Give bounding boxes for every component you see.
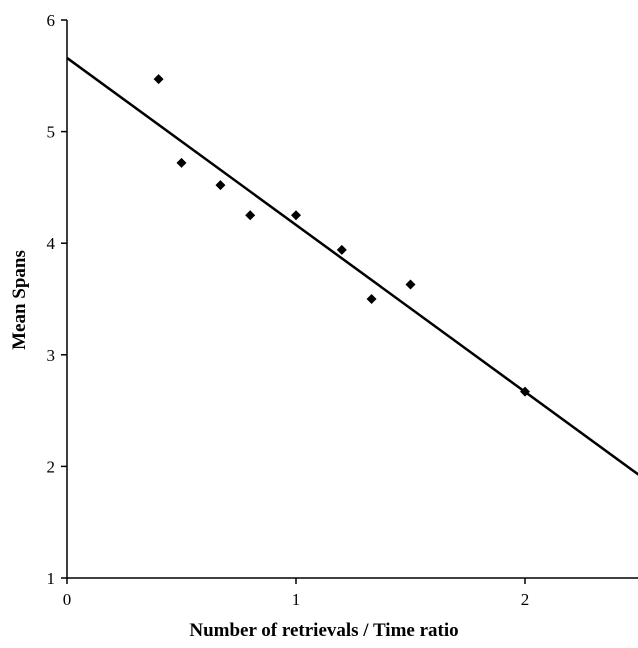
x-axis-title: Number of retrievals / Time ratio bbox=[189, 620, 458, 641]
y-tick-label: 3 bbox=[47, 346, 56, 365]
y-ticks: 1 2 3 4 5 6 bbox=[47, 11, 67, 588]
data-point bbox=[336, 244, 347, 255]
y-tick-label: 6 bbox=[47, 11, 56, 30]
data-points bbox=[153, 74, 530, 397]
y-tick-label: 2 bbox=[47, 457, 56, 476]
data-point bbox=[366, 294, 377, 304]
data-point bbox=[245, 210, 256, 221]
y-tick-label: 5 bbox=[47, 123, 56, 142]
data-point bbox=[405, 279, 416, 290]
data-point bbox=[215, 180, 226, 191]
data-point bbox=[520, 386, 530, 397]
data-point bbox=[176, 157, 187, 168]
data-point bbox=[153, 74, 164, 85]
y-axis-title: Mean Spans bbox=[9, 250, 30, 350]
y-tick-label: 1 bbox=[47, 569, 56, 588]
data-point bbox=[291, 210, 301, 221]
x-tick-label: 0 bbox=[63, 590, 72, 609]
x-ticks: 0 1 2 bbox=[63, 578, 530, 609]
y-tick-label: 4 bbox=[47, 234, 56, 253]
x-tick-label: 2 bbox=[521, 590, 530, 609]
trendline bbox=[66, 56, 638, 476]
x-tick-label: 1 bbox=[292, 590, 301, 609]
